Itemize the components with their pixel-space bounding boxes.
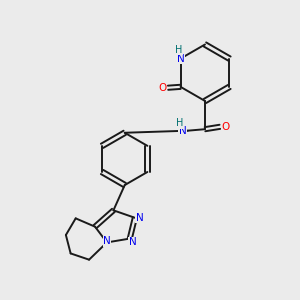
Text: O: O (159, 83, 167, 93)
Text: N: N (136, 213, 143, 223)
Text: O: O (221, 122, 229, 132)
Text: N: N (129, 237, 136, 247)
Text: N: N (103, 236, 111, 246)
Text: H: H (176, 118, 183, 128)
Text: H: H (176, 45, 183, 55)
Text: N: N (178, 126, 186, 136)
Text: N: N (177, 54, 184, 64)
